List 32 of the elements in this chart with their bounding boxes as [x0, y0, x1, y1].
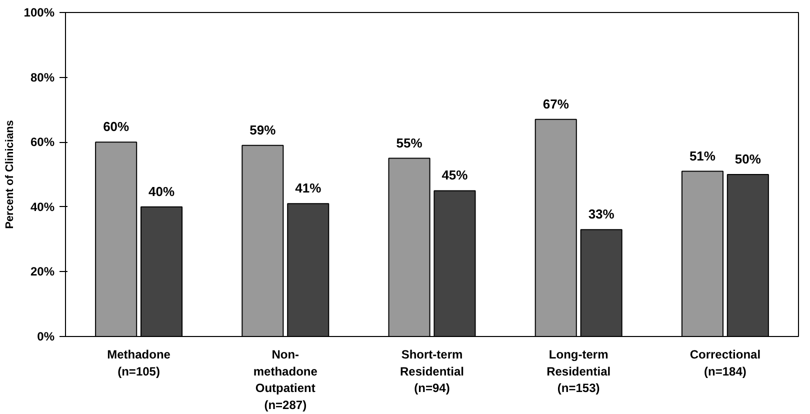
- data-label: 45%: [442, 168, 468, 183]
- y-tick-label: 20%: [30, 264, 55, 279]
- bar: [726, 174, 769, 336]
- data-label: 51%: [689, 148, 716, 164]
- x-tick-label: Methadone (n=105): [107, 348, 171, 378]
- x-tick-label: Non- methadone Outpatient (n=287): [253, 348, 318, 412]
- x-tick-label: Short-term Residential (n=94): [400, 348, 464, 396]
- y-tick-label: 60%: [30, 135, 55, 150]
- bar: [388, 158, 430, 336]
- x-tick-label: Long-term Residential (n=153): [546, 348, 611, 396]
- x-tick-label: Correctional (n=184): [690, 348, 761, 378]
- y-tick-label: 0%: [37, 330, 55, 344]
- data-label: 33%: [588, 206, 615, 222]
- bar: [580, 229, 622, 336]
- y-tick-label: 40%: [30, 200, 55, 214]
- bar: [140, 206, 183, 336]
- y-tick-label: 80%: [30, 70, 55, 84]
- data-label: 60%: [103, 119, 130, 134]
- y-axis-title: Percent of Clinicians: [4, 120, 16, 229]
- data-label: 67%: [542, 96, 570, 112]
- bar: [434, 190, 476, 336]
- data-label: 55%: [396, 135, 423, 150]
- bar: [534, 118, 577, 336]
- bar: [681, 170, 724, 336]
- data-label: 59%: [250, 122, 276, 138]
- data-label: 41%: [295, 180, 322, 196]
- data-label: 50%: [734, 152, 762, 166]
- y-tick-label: 100%: [24, 6, 55, 20]
- bar: [95, 142, 138, 336]
- bar: [287, 203, 330, 336]
- bar: [242, 144, 284, 336]
- data-label: 40%: [148, 184, 175, 199]
